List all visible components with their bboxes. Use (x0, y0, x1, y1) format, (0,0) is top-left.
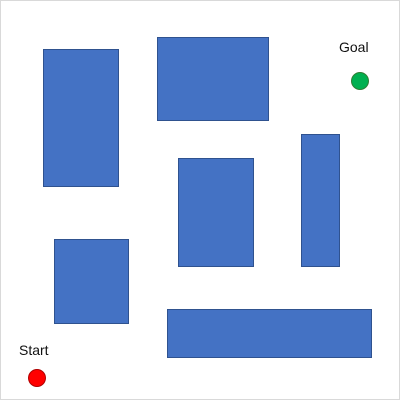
obstacle-4 (301, 134, 340, 267)
obstacle-3 (178, 158, 254, 267)
obstacle-2 (157, 37, 269, 121)
start-marker (28, 369, 46, 387)
goal-label: Goal (339, 39, 369, 55)
obstacle-1 (43, 49, 119, 187)
goal-marker (351, 72, 369, 90)
obstacle-6 (167, 309, 372, 358)
obstacle-5 (54, 239, 129, 324)
start-label: Start (19, 342, 49, 358)
